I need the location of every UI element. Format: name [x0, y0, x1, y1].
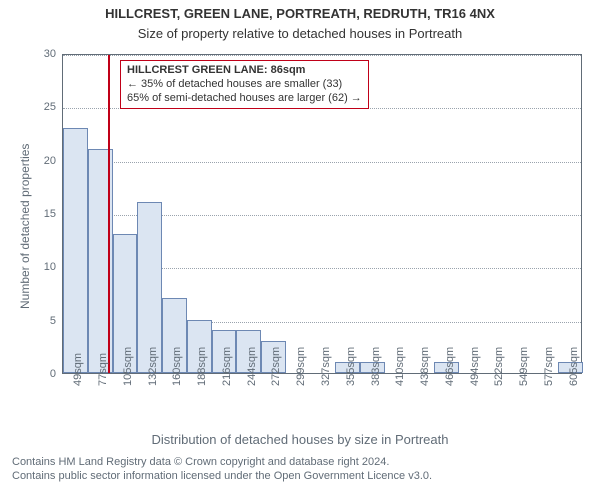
- y-tick-label: 10: [34, 261, 56, 273]
- footer-line2: Contains public sector information licen…: [12, 470, 432, 484]
- y-axis-label: Number of detached properties: [18, 144, 32, 309]
- callout-line2: ← 35% of detached houses are smaller (33…: [127, 78, 362, 92]
- gridline: [63, 55, 581, 56]
- y-tick-label: 20: [34, 155, 56, 167]
- y-tick-label: 25: [34, 101, 56, 113]
- chart-container: HILLCREST, GREEN LANE, PORTREATH, REDRUT…: [0, 0, 600, 500]
- callout-line3: 65% of semi-detached houses are larger (…: [127, 92, 362, 106]
- chart-title-line1: HILLCREST, GREEN LANE, PORTREATH, REDRUT…: [105, 6, 495, 21]
- y-tick-label: 0: [34, 368, 56, 380]
- footer-line1: Contains HM Land Registry data © Crown c…: [12, 456, 432, 470]
- x-axis-label: Distribution of detached houses by size …: [0, 432, 600, 447]
- footer-attribution: Contains HM Land Registry data © Crown c…: [12, 456, 432, 484]
- y-tick-label: 30: [34, 48, 56, 60]
- callout-line1: HILLCREST GREEN LANE: 86sqm: [127, 64, 362, 78]
- y-tick-label: 5: [34, 315, 56, 327]
- y-tick-label: 15: [34, 208, 56, 220]
- chart-subtitle: Size of property relative to detached ho…: [0, 26, 600, 41]
- chart-title-line2: Size of property relative to detached ho…: [138, 26, 462, 41]
- callout-box: HILLCREST GREEN LANE: 86sqm← 35% of deta…: [120, 60, 369, 109]
- reference-line: [108, 55, 110, 373]
- gridline: [63, 162, 581, 163]
- histogram-bar: [63, 128, 88, 373]
- chart-title: HILLCREST, GREEN LANE, PORTREATH, REDRUT…: [0, 6, 600, 21]
